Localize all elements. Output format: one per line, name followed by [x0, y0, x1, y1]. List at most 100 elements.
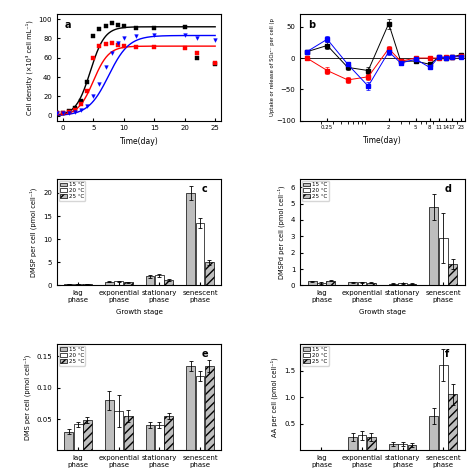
- Bar: [186, 366, 195, 450]
- Y-axis label: DMSPd per cell (pmol cell⁻¹): DMSPd per cell (pmol cell⁻¹): [278, 185, 285, 279]
- Point: [90, 92, 97, 100]
- Bar: [398, 283, 407, 285]
- Point: [90, 54, 97, 62]
- Point: [65, 107, 73, 115]
- Bar: [367, 283, 376, 285]
- Y-axis label: Uptake or release of SO₄²⁻ per cell (p: Uptake or release of SO₄²⁻ per cell (p: [270, 18, 274, 116]
- Point: [59, 109, 67, 117]
- Point: [102, 40, 109, 48]
- Bar: [164, 416, 173, 450]
- Point: [72, 106, 79, 114]
- Point: [132, 33, 140, 40]
- Bar: [398, 444, 407, 450]
- Point: [72, 104, 79, 112]
- Bar: [105, 400, 114, 450]
- Point: [193, 49, 201, 57]
- Bar: [429, 207, 438, 285]
- Bar: [146, 425, 155, 450]
- Point: [83, 87, 91, 94]
- Y-axis label: AA per cell (pmol cell⁻¹): AA per cell (pmol cell⁻¹): [271, 357, 279, 437]
- X-axis label: Growth stage: Growth stage: [359, 309, 406, 315]
- Text: a: a: [65, 19, 72, 29]
- Bar: [146, 276, 155, 285]
- Y-axis label: DMSP per cell (pmol cell⁻¹): DMSP per cell (pmol cell⁻¹): [30, 188, 37, 277]
- Point: [114, 41, 121, 49]
- Point: [181, 23, 189, 31]
- Point: [120, 22, 128, 29]
- Bar: [408, 284, 417, 285]
- X-axis label: Time(day): Time(day): [120, 137, 158, 146]
- Text: e: e: [201, 349, 208, 359]
- Bar: [205, 262, 214, 285]
- Point: [102, 64, 109, 71]
- Text: d: d: [445, 184, 452, 194]
- Point: [193, 35, 201, 42]
- Point: [150, 32, 158, 39]
- Bar: [357, 436, 366, 450]
- Bar: [357, 283, 366, 285]
- Point: [132, 24, 140, 32]
- Point: [53, 109, 61, 117]
- Point: [108, 39, 116, 47]
- Y-axis label: Cell density (×10³ cell mL⁻¹): Cell density (×10³ cell mL⁻¹): [26, 20, 33, 115]
- Point: [211, 61, 219, 68]
- Bar: [408, 445, 417, 450]
- Bar: [439, 238, 448, 285]
- Point: [90, 33, 97, 40]
- Bar: [105, 282, 114, 285]
- Legend: 15 °C, 20 °C, 25 °C: 15 °C, 20 °C, 25 °C: [59, 181, 85, 201]
- Point: [53, 109, 61, 117]
- Legend: 15 °C, 20 °C, 25 °C: 15 °C, 20 °C, 25 °C: [302, 346, 329, 365]
- Bar: [73, 424, 82, 450]
- Bar: [367, 437, 376, 450]
- Legend: 15 °C, 20 °C, 25 °C: 15 °C, 20 °C, 25 °C: [59, 346, 85, 365]
- Y-axis label: DMS per cell (pmol cell⁻¹): DMS per cell (pmol cell⁻¹): [23, 355, 31, 440]
- Point: [65, 109, 73, 117]
- Bar: [64, 431, 73, 450]
- Point: [77, 98, 85, 105]
- Point: [83, 102, 91, 110]
- Point: [65, 108, 73, 116]
- Bar: [439, 365, 448, 450]
- Point: [181, 44, 189, 52]
- Bar: [389, 444, 398, 450]
- Point: [150, 24, 158, 32]
- Point: [132, 43, 140, 51]
- Point: [120, 35, 128, 42]
- Bar: [114, 281, 123, 285]
- Point: [72, 108, 79, 116]
- Bar: [317, 283, 326, 285]
- Point: [59, 109, 67, 117]
- Point: [53, 109, 61, 117]
- Point: [108, 49, 116, 57]
- Point: [102, 22, 109, 29]
- Bar: [155, 425, 164, 450]
- Legend: 15 °C, 20 °C, 25 °C: 15 °C, 20 °C, 25 °C: [302, 181, 329, 201]
- Bar: [205, 366, 214, 450]
- Point: [150, 43, 158, 51]
- Bar: [448, 264, 457, 285]
- Bar: [326, 281, 335, 285]
- Bar: [114, 411, 123, 450]
- Bar: [389, 284, 398, 285]
- Point: [193, 54, 201, 62]
- Bar: [124, 282, 133, 285]
- Point: [114, 21, 121, 28]
- Point: [114, 39, 121, 47]
- Bar: [83, 420, 92, 450]
- Bar: [186, 193, 195, 285]
- Bar: [348, 437, 357, 450]
- Bar: [83, 284, 92, 285]
- Text: c: c: [201, 184, 207, 194]
- Bar: [195, 376, 204, 450]
- Point: [211, 59, 219, 66]
- Point: [96, 80, 103, 88]
- Point: [108, 19, 116, 27]
- Bar: [195, 223, 204, 285]
- Bar: [348, 282, 357, 285]
- X-axis label: Time(day): Time(day): [363, 136, 401, 145]
- Bar: [164, 280, 173, 285]
- Bar: [448, 394, 457, 450]
- Bar: [155, 275, 164, 285]
- Point: [96, 42, 103, 50]
